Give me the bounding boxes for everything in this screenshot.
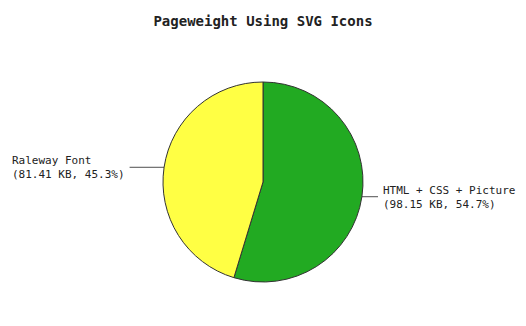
leader-line xyxy=(130,167,164,168)
pie-slice xyxy=(163,82,263,278)
annotation-line: (98.15 KB, 54.7%) xyxy=(383,198,496,211)
background xyxy=(0,0,526,326)
annotation: Raleway Font(81.41 KB, 45.3%) xyxy=(12,154,125,181)
pie xyxy=(163,82,363,282)
annotation-line: HTML + CSS + Picture xyxy=(383,184,515,197)
annotation-line: Raleway Font xyxy=(12,154,91,167)
annotation: HTML + CSS + Picture(98.15 KB, 54.7%) xyxy=(383,184,515,211)
annotation-line: (81.41 KB, 45.3%) xyxy=(12,168,125,181)
chart: Pageweight Using SVG Icons HTML + CSS + P… xyxy=(0,0,526,326)
title: Pageweight Using SVG Icons xyxy=(153,13,372,29)
leader-line xyxy=(362,196,378,197)
